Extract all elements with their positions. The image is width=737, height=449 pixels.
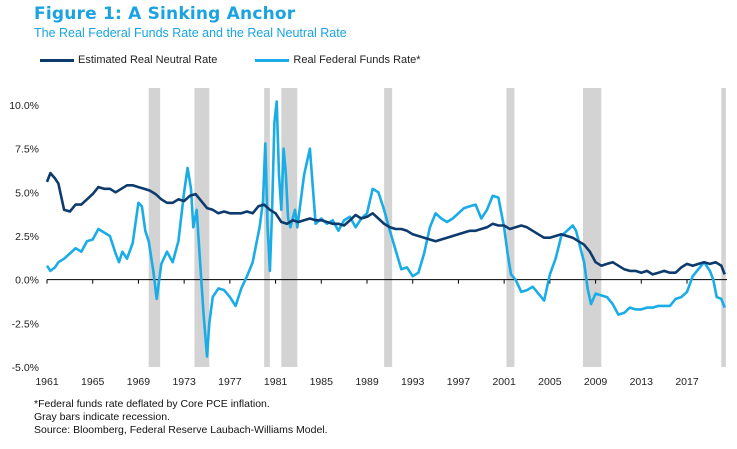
y-tick-label: 2.5% (15, 231, 39, 243)
series-line-neutral-rate (45, 171, 726, 276)
legend-item-funds-rate: Real Federal Funds Rate* (255, 54, 421, 66)
x-tick-label: 1989 (355, 376, 379, 388)
x-tick-label: 2005 (538, 376, 562, 388)
x-tick-label: 1969 (127, 376, 151, 388)
x-tick-label: 1973 (172, 376, 196, 388)
y-tick-label: 0.0% (15, 275, 39, 287)
y-tick-label: 5.0% (15, 187, 39, 199)
chart-notes: *Federal funds rate deflated by Core PCE… (34, 398, 328, 437)
x-axis-ticks: 1961 1965 1969 1973 1977 1981 1985 1989 1993 1997… (35, 279, 699, 388)
chart-subtitle: The Real Federal Funds Rate and the Real… (34, 26, 347, 40)
legend-swatch-funds-rate (255, 58, 290, 62)
x-tick-label: 1997 (447, 376, 471, 388)
recession-bar-0 (148, 88, 161, 367)
note-recession: Gray bars indicate recession. (34, 411, 170, 423)
chart-title: Figure 1: A Sinking Anchor (34, 4, 296, 24)
x-tick-label: 1993 (401, 376, 425, 388)
x-tick-label: 1961 (35, 376, 59, 388)
x-tick-label: 2009 (584, 376, 608, 388)
note-deflation: *Federal funds rate deflated by Core PCE… (34, 398, 270, 410)
y-tick-label: 10.0% (9, 100, 39, 112)
legend-item-neutral-rate: Estimated Real Neutral Rate (40, 54, 217, 66)
x-tick-label: 2001 (492, 376, 516, 388)
recession-bar-7 (721, 88, 726, 367)
legend-label-funds-rate: Real Federal Funds Rate* (293, 54, 421, 66)
recession-bars (148, 88, 726, 367)
x-tick-label: 1981 (264, 376, 288, 388)
recession-bar-6 (583, 88, 602, 367)
y-tick-label: -2.5% (12, 318, 39, 330)
x-tick-label: 2013 (630, 376, 654, 388)
y-tick-label: 7.5% (15, 144, 39, 156)
series-line-funds-rate (45, 100, 726, 358)
recession-bar-1 (194, 88, 210, 367)
series-lines (45, 100, 726, 358)
x-tick-label: 1985 (310, 376, 334, 388)
legend-swatch-neutral-rate (40, 58, 74, 62)
y-axis-ticks: 10.0% 7.5% 5.0% 2.5% 0.0% -2.5% -5.0% (9, 100, 39, 374)
y-tick-label: -5.0% (12, 362, 39, 374)
chart-legend: Estimated Real Neutral Rate Real Federal… (40, 54, 459, 66)
x-tick-label: 1965 (81, 376, 105, 388)
x-tick-label: 1977 (218, 376, 242, 388)
legend-label-neutral-rate: Estimated Real Neutral Rate (78, 54, 218, 66)
note-source: Source: Bloomberg, Federal Reserve Lauba… (34, 424, 328, 436)
x-tick-label: 2017 (675, 376, 699, 388)
